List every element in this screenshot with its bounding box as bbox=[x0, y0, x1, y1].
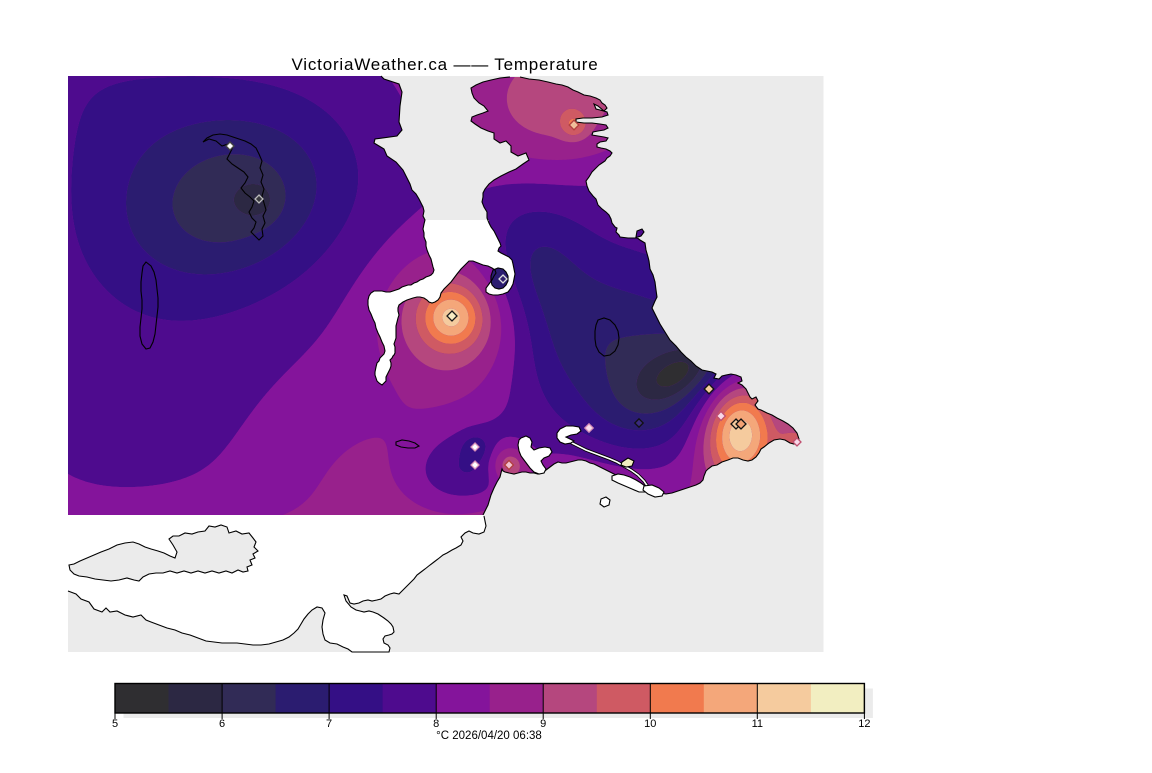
svg-text:6: 6 bbox=[219, 718, 225, 730]
svg-text:10: 10 bbox=[644, 718, 656, 730]
svg-text:°C 2026/04/20 06:38: °C 2026/04/20 06:38 bbox=[436, 730, 542, 742]
svg-text:11: 11 bbox=[752, 718, 763, 730]
svg-text:12: 12 bbox=[858, 718, 870, 730]
svg-text:5: 5 bbox=[112, 718, 118, 730]
svg-text:7: 7 bbox=[326, 718, 332, 730]
svg-text:VictoriaWeather.ca —— Temperat: VictoriaWeather.ca —— Temperature bbox=[291, 55, 598, 74]
svg-text:8: 8 bbox=[433, 718, 439, 730]
svg-text:9: 9 bbox=[540, 718, 546, 730]
